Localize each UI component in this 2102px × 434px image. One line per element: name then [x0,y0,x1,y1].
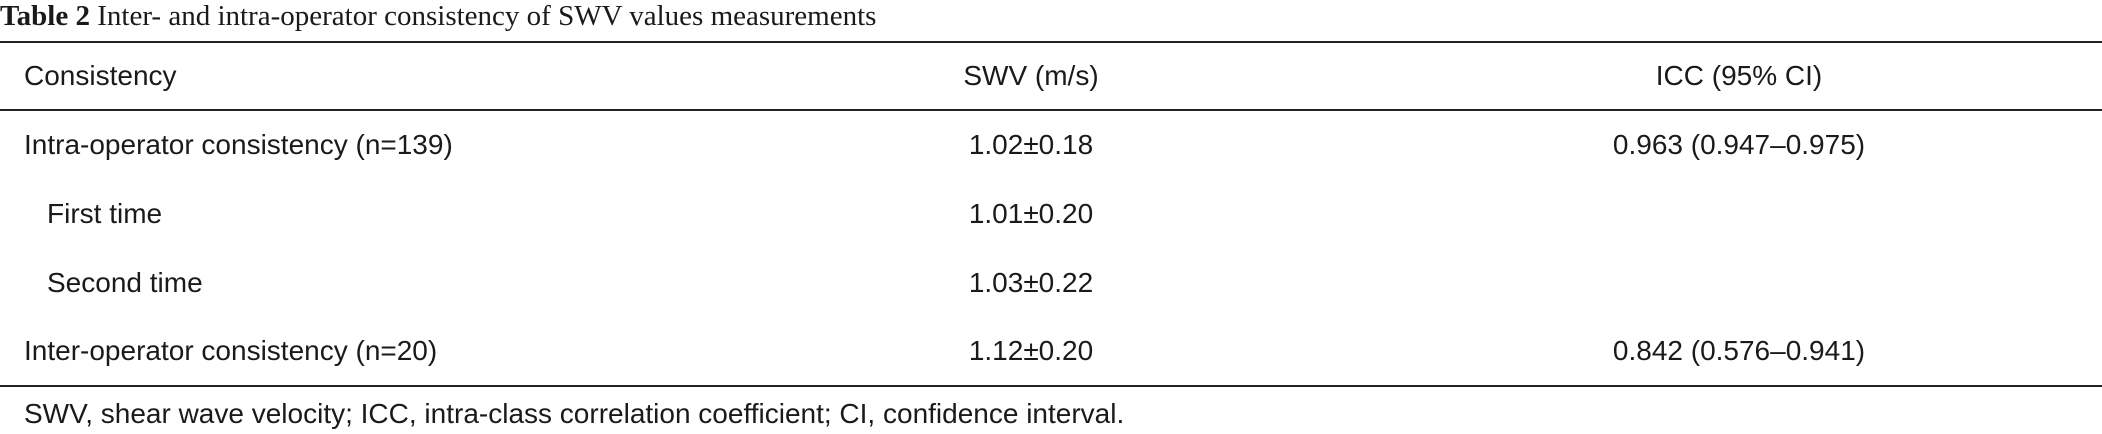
bottom-rule [0,385,2102,387]
footnote: SWV, shear wave velocity; ICC, intra-cla… [24,398,1125,429]
cell: 0.842 (0.576–0.941) [1612,335,1866,366]
row-label: Second time [47,267,203,298]
row-label: Inter-operator consistency (n=20) [24,335,438,366]
cell: 1.12±0.20 [968,335,1094,366]
cell: 1.01±0.20 [968,198,1094,229]
cell: 1.02±0.18 [968,129,1094,160]
caption: Table 2 Inter- and intra-operator consis… [0,0,876,32]
header-cell: Consistency [24,60,177,91]
caption-text: Inter- and intra-operator consistency of… [97,0,877,32]
top-rule [0,41,2102,43]
header-rule [0,109,2102,111]
cell: 1.03±0.22 [968,267,1094,298]
caption-label: Table 2 [0,0,90,32]
header-cell: ICC (95% CI) [1655,60,1823,91]
row-label: First time [47,198,163,229]
row-label: Intra-operator consistency (n=139) [24,129,453,160]
header-cell: SWV (m/s) [963,60,1099,91]
cell: 0.963 (0.947–0.975) [1612,129,1866,160]
